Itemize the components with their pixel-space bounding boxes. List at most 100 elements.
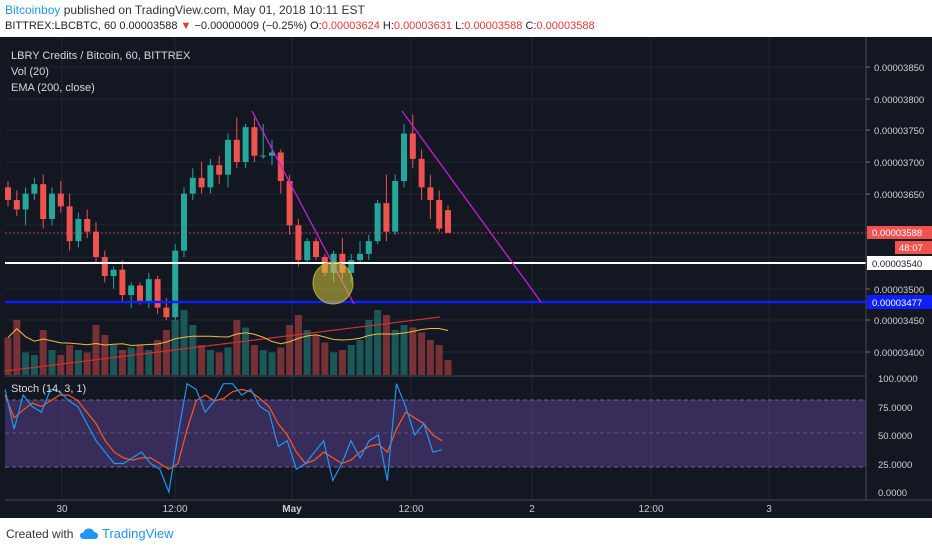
countdown-label: 48:07 [899,243,923,254]
blue-line-tag [867,295,932,309]
volume-bar [92,325,100,375]
ema-line [4,316,441,372]
candle [251,117,258,162]
volume-bar [154,340,162,375]
volume-bar [435,345,443,375]
legend-title: LBRY Credits / Bitcoin, 60, BITTREX [11,50,191,62]
highlight-circle[interactable] [312,261,354,305]
time-tick-label: 30 [56,504,68,515]
open-label: O: [310,20,322,32]
candle [383,174,390,242]
candle [84,209,91,238]
stoch-tick-label: 50.0000 [878,431,912,442]
candle [286,174,293,235]
close-label: C: [525,20,537,32]
volume-bar [426,340,434,375]
price-change: −0.00000009 (−0.25%) [194,20,308,32]
legend-stoch: Stoch (14, 3, 1) [11,383,86,395]
last-price-tag [867,226,932,239]
tradingview-label: TradingView [102,526,174,541]
last-price-tag-label: 0.00003588 [872,228,922,239]
volume-bar [294,315,302,375]
candle [13,190,20,216]
volume-bar [39,330,47,375]
price-tick-label: 0.00003650 [874,190,924,201]
volume-bar [189,325,197,375]
stoch-d-line [4,388,443,470]
author-link[interactable]: Bitcoinboy [5,3,61,17]
volume-bar [57,355,65,375]
volume-bar [118,350,126,375]
candle [409,114,416,169]
volume-bar [83,352,91,375]
volume-bar [330,352,338,375]
volume-bars [4,310,452,375]
volume-bar [180,310,188,375]
candle [181,187,187,257]
time-tick-label: May [282,504,302,515]
price-tick-label: 0.00003400 [874,348,924,359]
time-axis[interactable]: 30 12:00 May 12:00 2 12:00 3 [56,504,772,515]
stoch-axis[interactable]: 100.0000 75.0000 50.0000 25.0000 0.0000 [878,374,918,499]
volume-bar [286,325,294,375]
volume-bar [13,320,21,375]
volume-bar [22,352,30,375]
volume-bar [74,350,82,375]
volume-bar [215,352,223,375]
candle [436,190,443,232]
price-tick-label: 0.00003850 [874,63,924,74]
candle [189,168,196,200]
time-tick-label: 12:00 [162,504,187,515]
candle [392,174,399,235]
candle [269,139,275,166]
volume-bar [101,335,109,375]
candle [66,193,73,251]
volume-bar [374,310,382,375]
stoch-tick-label: 75.0000 [878,403,912,414]
white-line-tag [867,256,932,270]
volume-bar [233,320,241,375]
stoch-tick-label: 0.0000 [878,488,907,499]
volume-bar [224,347,232,375]
white-line-tag-label: 0.00003540 [872,259,922,270]
volume-bar [242,327,250,375]
volume-bar [30,355,38,375]
low-label: L: [455,20,465,32]
tradingview-brand[interactable]: TradingView [80,526,174,541]
high-value: 0.00003631 [393,20,453,32]
volume-bar [206,350,214,375]
candle [57,181,64,213]
price-axis[interactable]: 0.00003850 0.00003800 0.00003750 0.00003700… [865,37,924,500]
volume-ma-line [7,328,449,347]
candle [216,155,223,185]
trendline-2[interactable] [401,110,542,303]
volume-bar [127,347,135,375]
volume-bar [4,337,12,375]
candle [225,133,231,188]
candle [233,117,240,169]
volume-bar [110,345,118,375]
candle [40,174,47,229]
price-chart[interactable]: LBRY Credits / Bitcoin, 60, BITTREX Vol … [0,37,932,518]
volume-bar [303,330,311,375]
time-tick-label: 2 [529,504,535,515]
down-arrow-icon: ▼ [180,20,192,32]
candle [154,276,161,314]
candle [198,162,205,194]
volume-bar [321,342,329,375]
low-value: 0.00003588 [464,20,523,32]
candle [374,200,381,245]
created-with-text: Created with [6,527,74,541]
volume-bar [268,352,276,375]
last-price: 0.00003588 [119,20,178,32]
volume-bar [136,345,144,375]
candle [418,149,425,200]
volume-bar [444,360,452,375]
volume-bar [171,320,179,375]
candle [357,241,363,264]
candle [93,222,99,264]
volume-bar [391,330,399,375]
volume-bar [277,347,285,375]
volume-bar [66,345,74,375]
footer: Created with TradingView [0,518,932,550]
